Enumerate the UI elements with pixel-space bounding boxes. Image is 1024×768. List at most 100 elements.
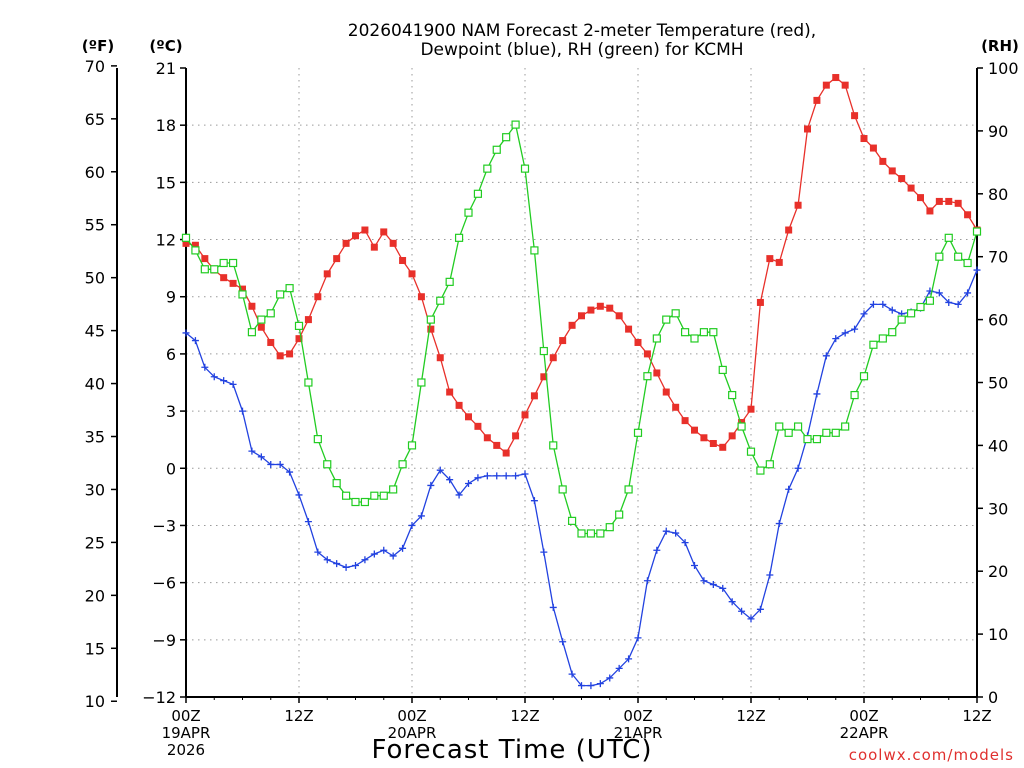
dewpoint-point [417,512,425,520]
dewpoint-point [191,337,199,345]
rh-point [313,435,322,444]
dewpoint-point [596,680,604,688]
rh-point [502,133,511,142]
dewpoint-point [691,561,698,569]
dewpoint-point [747,615,755,623]
temperature-point [257,323,265,331]
dewpoint-point [352,561,359,569]
temperature-point [389,239,397,247]
dewpoint-point [700,577,708,585]
rh-point [624,485,633,494]
fahrenheit-tick-label: 10 [85,692,105,711]
temperature-point [408,270,416,278]
fahrenheit-tick-label: 55 [85,216,105,235]
dewpoint-point [615,664,623,672]
rh-point [954,252,963,261]
dewpoint-point [832,335,840,343]
temperature-point [709,439,717,447]
dewpoint-point [549,603,557,611]
temperature-point [417,293,425,301]
temperature-point [276,352,284,360]
rh-point [473,189,483,198]
dewpoint-point [634,634,642,642]
temperature-point [370,243,378,251]
temperature-point [662,388,670,396]
rh-point [841,422,850,431]
dewpoint-point [813,390,821,398]
x-tick-label: 12Z [510,707,539,725]
rh-point [370,491,379,500]
rh-point [737,422,746,431]
temperature-point [935,197,943,205]
temperature-point [851,112,859,120]
rh-point [492,145,501,154]
dewpoint-point [860,310,868,318]
rh-tick-label: 20 [988,562,1008,581]
rh-point [276,290,285,299]
dewpoint-point [756,605,764,613]
temperature-point [860,135,868,143]
rh-point [454,233,464,242]
x-axis-title: Forecast Time (UTC) [371,735,652,765]
rh-point [257,315,266,324]
rh-point [285,284,294,293]
dewpoint-point [888,306,896,314]
dewpoint-point [286,468,294,476]
rh-point [341,491,351,500]
temperature-point [672,403,680,411]
temperature-point [521,411,529,419]
dewpoint-point [314,548,322,556]
x-tick-label: 12Z [284,707,313,725]
celsius-tick-label: 15 [156,173,176,192]
dewpoint-point [182,329,190,337]
rh-point [191,246,200,255]
rh-point [615,510,624,519]
rh-point [671,309,680,318]
rh-tick-label: 0 [988,688,998,707]
rh-point [906,309,916,318]
temperature-point [220,274,228,282]
temperature-point [634,338,642,346]
rh-point [944,233,953,242]
dewpoint-point [672,529,680,537]
temperature-point [342,239,350,247]
temperature-point [191,241,199,249]
temperature-point [446,388,454,396]
celsius-tick-label: 3 [166,402,176,421]
rh-point [323,460,332,469]
celsius-tick-label: 12 [156,231,176,250]
dewpoint-point [662,527,670,535]
dewpoint-point [399,544,407,552]
dewpoint-point [257,453,265,461]
celsius-tick-label: −12 [142,688,176,707]
temperature-point [728,432,736,440]
temperature-point [785,226,793,234]
dewpoint-point [643,577,651,585]
dewpoint-point [295,491,303,499]
temperature-point [361,226,369,234]
series-layer [181,74,982,690]
celsius-tick-label: 18 [156,116,176,135]
dewpoint-point [841,329,849,337]
celsius-tick-label: −3 [152,516,176,535]
temperature-point [681,417,689,425]
rh-point [662,315,671,324]
rh-point [935,252,944,261]
rh-point [200,265,209,274]
x-tick-label: 19APR [162,724,211,742]
dewpoint-point [540,548,548,556]
series-rh [181,120,982,538]
dewpoint-point [945,298,953,306]
rh-point [793,422,803,431]
temperature-point [465,413,472,421]
rh-tick-label: 90 [988,122,1008,141]
temperature-point [568,321,576,329]
rh-point [520,164,530,173]
dewpoint-line [185,269,978,687]
dewpoint-point [267,460,275,468]
rh-point [963,258,972,268]
temperature-point [700,434,708,442]
dewpoint-point [578,682,585,690]
temperature-point [775,258,783,266]
